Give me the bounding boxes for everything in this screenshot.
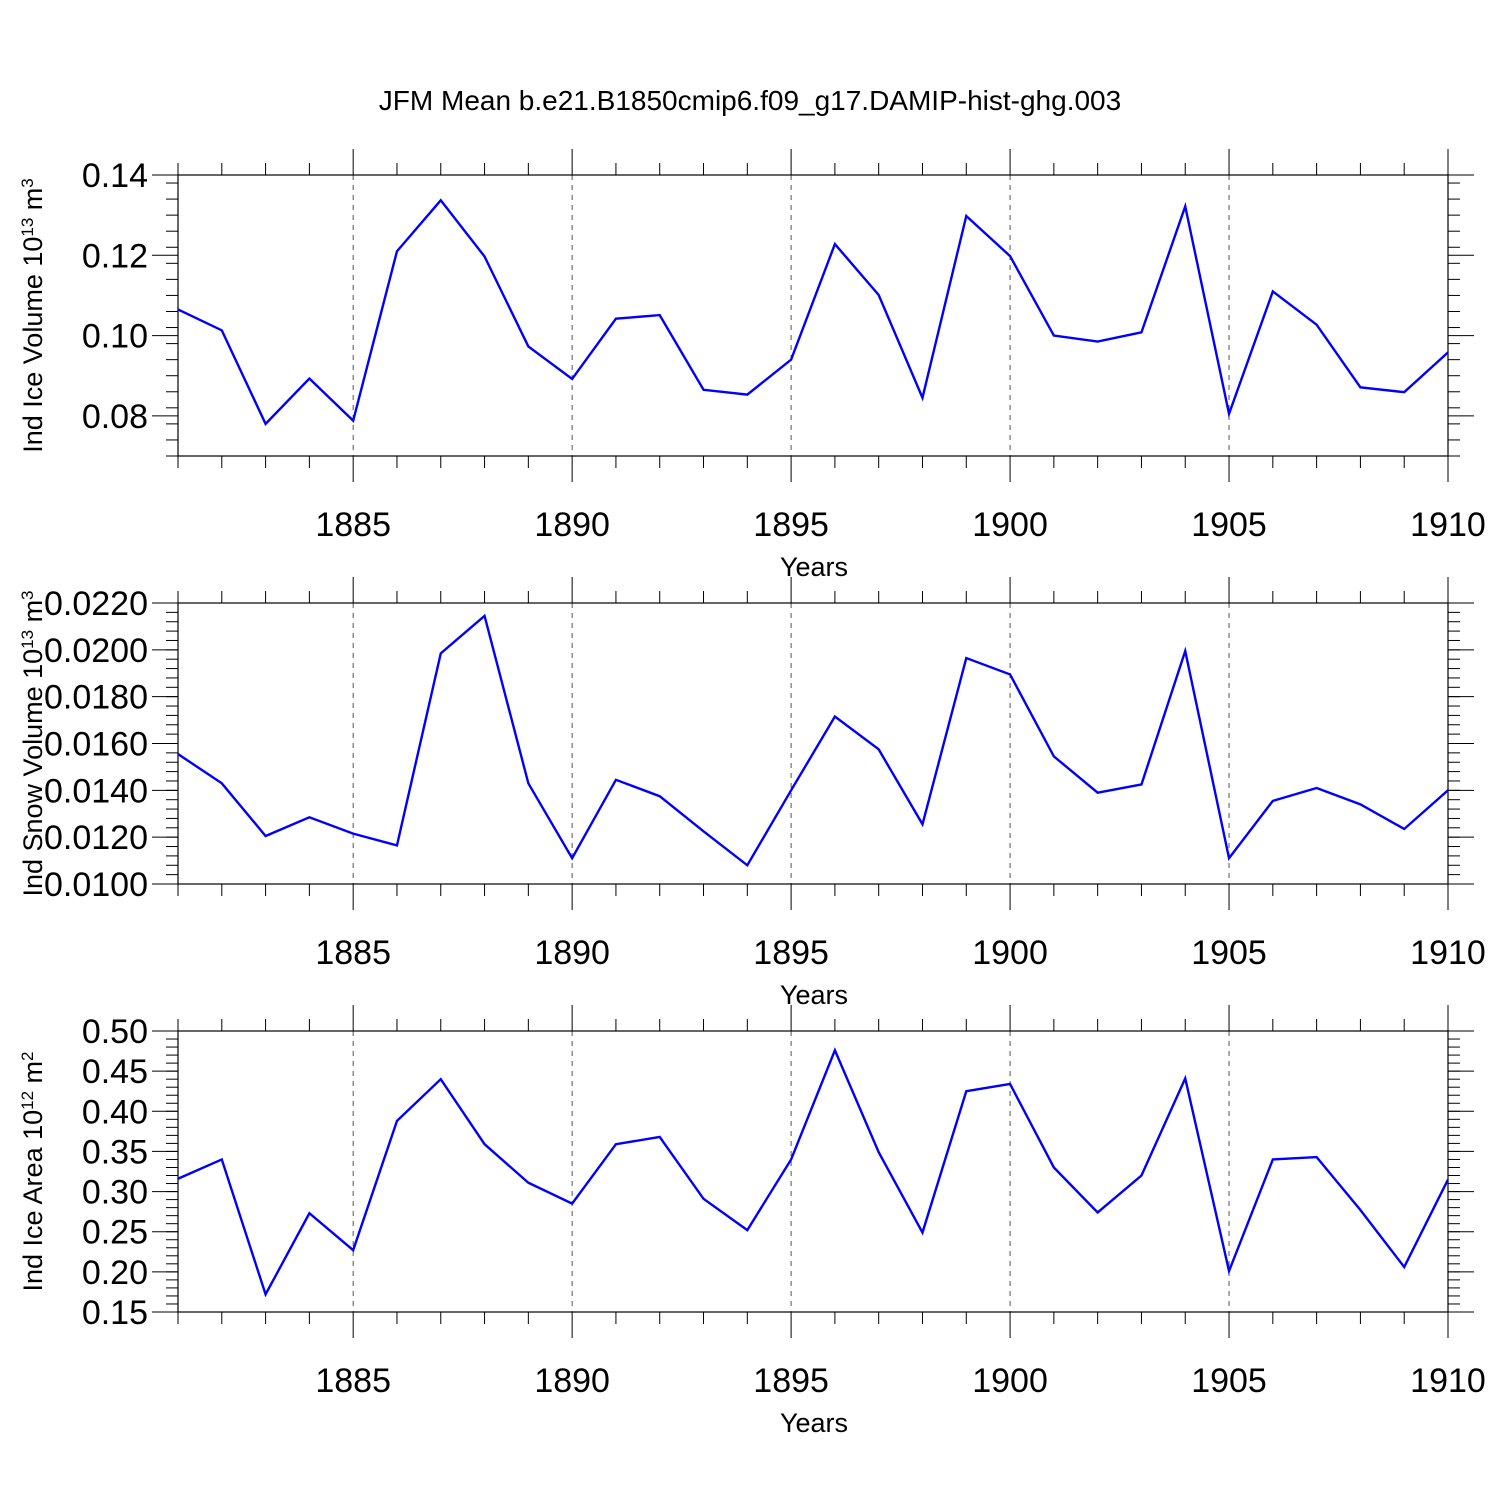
chart-2-xtick-label-1900: 1900 <box>972 934 1048 972</box>
chart-3-xtick-label-1885: 1885 <box>315 1362 391 1400</box>
chart-2-ytick-label-0.0200: 0.0200 <box>44 632 148 670</box>
chart-2-ytick-label-0.0100: 0.0100 <box>44 866 148 904</box>
chart-1-xtick-label-1910: 1910 <box>1410 506 1486 544</box>
chart-1-ylabel: Ind Ice Volume 1013 m3 <box>18 178 49 453</box>
chart-2-frame <box>177 602 1449 885</box>
chart-3-ytick-label-0.45: 0.45 <box>82 1053 148 1091</box>
chart-1-ytick-label-0.08: 0.08 <box>82 398 148 436</box>
chart-2-xtick-label-1895: 1895 <box>753 934 829 972</box>
chart-3-xtick-label-1905: 1905 <box>1191 1362 1267 1400</box>
chart-3-ytick-label-0.40: 0.40 <box>82 1093 148 1131</box>
chart-2-ylabel: Ind Snow Volume 1013 m3 <box>18 590 49 896</box>
chart-1-frame <box>177 174 1449 457</box>
chart-3-ytick-label-0.35: 0.35 <box>82 1133 148 1171</box>
chart-1-ytick-label-0.14: 0.14 <box>82 157 148 195</box>
chart-1-xtick-label-1890: 1890 <box>534 506 610 544</box>
chart-2-xtick-label-1885: 1885 <box>315 934 391 972</box>
chart-2-series-line <box>178 613 1448 868</box>
chart-2-xtick-label-1910: 1910 <box>1410 934 1486 972</box>
chart-1-xlabel: Years <box>780 552 848 582</box>
chart-panel-2: 0.0100 0.0120 0.0140 0.0160 0.0180 0.0200 0.02… <box>18 577 1486 1010</box>
chart-2-xtick-label-1905: 1905 <box>1191 934 1267 972</box>
chart-2-xtick-label-1890: 1890 <box>534 934 610 972</box>
chart-3-xtick-label-1890: 1890 <box>534 1362 610 1400</box>
chart-1-ytick-label-0.12: 0.12 <box>82 237 148 275</box>
chart-2-xlabel: Years <box>780 980 848 1010</box>
chart-2-ytick-label-0.0140: 0.0140 <box>44 772 148 810</box>
figure-title: JFM Mean b.e21.B1850cmip6.f09_g17.DAMIP-… <box>379 85 1121 116</box>
chart-2-ytick-label-0.0160: 0.0160 <box>44 726 148 764</box>
chart-3-series-line <box>178 1047 1448 1298</box>
chart-2-ytick-label-0.0120: 0.0120 <box>44 819 148 857</box>
chart-3-xtick-label-1910: 1910 <box>1410 1362 1486 1400</box>
chart-3-ytick-label-0.30: 0.30 <box>82 1174 148 1212</box>
chart-panel-1: 0.08 0.10 0.12 0.14 1885 1890 1895 1900 1905 1910… <box>18 149 1486 582</box>
chart-3-ylabel: Ind Ice Area 1012 m2 <box>18 1051 49 1291</box>
chart-panel-3: 0.150.200.250.300.350.400.450.50 1885 1890… <box>18 1005 1486 1438</box>
chart-1-xtick-label-1895: 1895 <box>753 506 829 544</box>
panels: 0.08 0.10 0.12 0.14 1885 1890 1895 1900 1905 1910… <box>18 149 1486 1438</box>
chart-3-ytick-label-0.20: 0.20 <box>82 1254 148 1292</box>
chart-2-ytick-label-0.0220: 0.0220 <box>44 585 148 623</box>
chart-2-ytick-label-0.0180: 0.0180 <box>44 679 148 717</box>
chart-3-xtick-label-1900: 1900 <box>972 1362 1048 1400</box>
chart-3-xtick-label-1895: 1895 <box>753 1362 829 1400</box>
chart-1-ytick-label-0.10: 0.10 <box>82 318 148 356</box>
chart-1-xtick-label-1905: 1905 <box>1191 506 1267 544</box>
chart-1-series-line <box>178 198 1448 426</box>
chart-1-xtick-label-1900: 1900 <box>972 506 1048 544</box>
chart-1-xtick-label-1885: 1885 <box>315 506 391 544</box>
chart-3-xlabel: Years <box>780 1408 848 1438</box>
chart-3-ytick-label-0.15: 0.15 <box>82 1294 148 1332</box>
chart-3-frame <box>177 1030 1449 1313</box>
chart-3-ytick-label-0.25: 0.25 <box>82 1214 148 1252</box>
chart-3-ytick-label-0.50: 0.50 <box>82 1013 148 1051</box>
